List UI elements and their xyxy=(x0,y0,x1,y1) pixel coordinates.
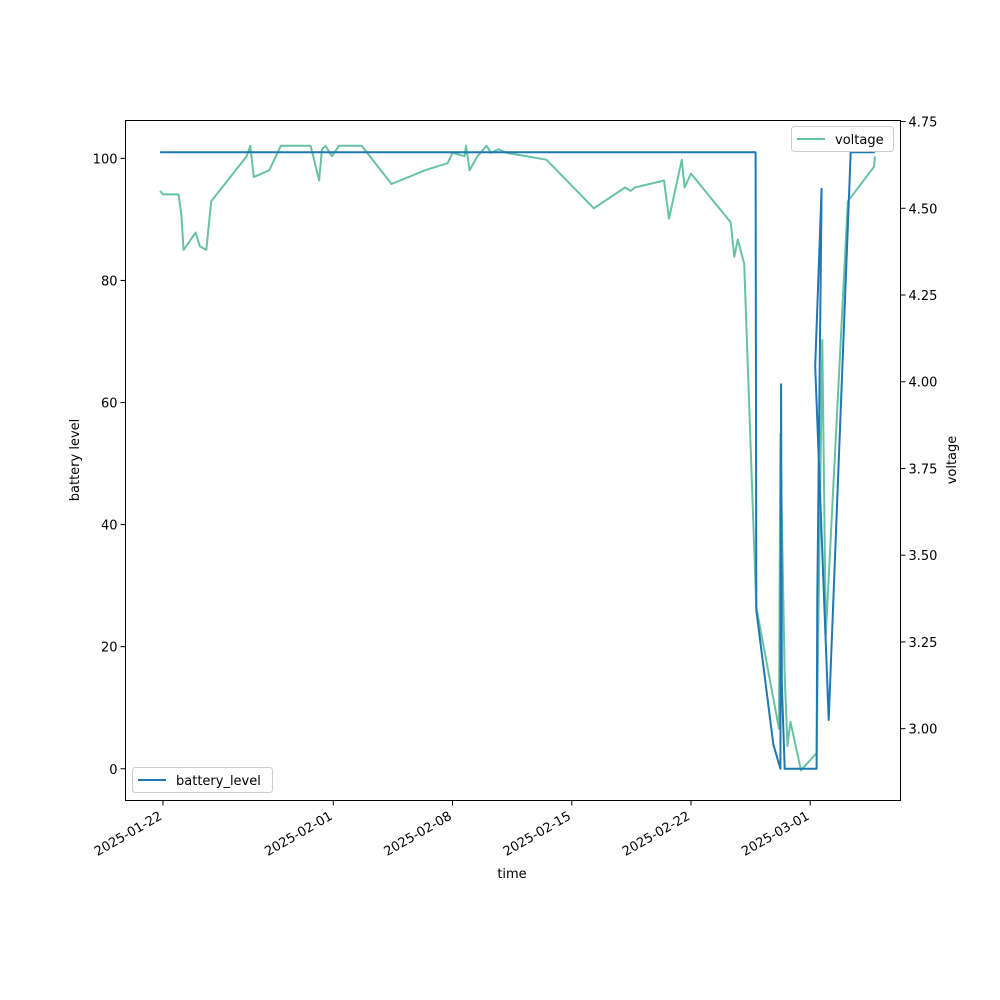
y-tick-label-right: 4.25 xyxy=(909,289,938,304)
legend-voltage-box xyxy=(791,126,894,152)
y-tick-label-right: 3.50 xyxy=(909,549,938,564)
y-tick-label-right: 3.00 xyxy=(909,723,938,738)
legend-battery-box xyxy=(132,767,273,793)
x-tick-label: 2025-01-22 xyxy=(92,809,165,860)
y-tick-label-left: 40 xyxy=(101,519,118,534)
plot-area xyxy=(125,120,901,801)
x-tick-label: 2025-02-15 xyxy=(501,809,574,860)
y-tick-label-left: 100 xyxy=(93,152,118,167)
x-tick-label: 2025-03-01 xyxy=(739,809,812,860)
x-axis-label: time xyxy=(497,867,526,882)
legend-battery-label: battery_level xyxy=(176,774,261,789)
legend-voltage: voltage xyxy=(791,126,894,152)
y-tick-label-left: 0 xyxy=(109,763,117,778)
y-tick-label-right: 3.25 xyxy=(909,636,938,651)
legend-battery: battery_level xyxy=(132,767,273,793)
x-tick-label: 2025-02-08 xyxy=(382,809,455,860)
series-lines xyxy=(159,144,876,772)
y-axis-label-left: battery level xyxy=(68,419,83,502)
x-tick-label: 2025-02-01 xyxy=(262,809,335,860)
y-tick-label-left: 20 xyxy=(101,641,118,656)
y-tick-label-left: 80 xyxy=(101,274,118,289)
y-tick-label-right: 4.75 xyxy=(909,116,938,131)
series-line-battery-level xyxy=(160,151,875,770)
y-axis-label-right: voltage xyxy=(945,436,960,485)
y-tick-label-right: 3.75 xyxy=(909,462,938,477)
y-tick-label-left: 60 xyxy=(101,397,118,412)
plot-frame xyxy=(125,120,901,801)
legend-voltage-label: voltage xyxy=(835,133,884,148)
x-tick-label: 2025-02-22 xyxy=(620,809,693,860)
y-tick-label-right: 4.50 xyxy=(909,202,938,217)
y-tick-label-right: 4.00 xyxy=(909,376,938,391)
